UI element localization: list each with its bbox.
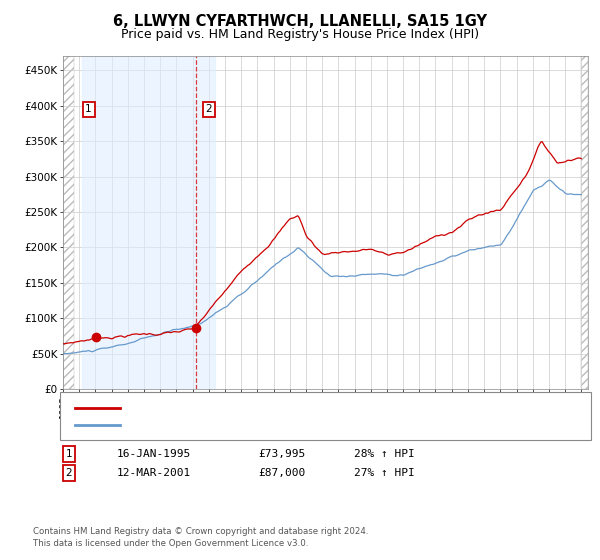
Text: 2: 2 xyxy=(205,104,212,114)
Text: 6, LLWYN CYFARTHWCH, LLANELLI, SA15 1GY: 6, LLWYN CYFARTHWCH, LLANELLI, SA15 1GY xyxy=(113,14,487,29)
Text: 1: 1 xyxy=(65,449,73,459)
Text: 6, LLWYN CYFARTHWCH, LLANELLI, SA15 1GY (detached house): 6, LLWYN CYFARTHWCH, LLANELLI, SA15 1GY … xyxy=(126,403,455,413)
Text: £73,995: £73,995 xyxy=(258,449,305,459)
Text: 27% ↑ HPI: 27% ↑ HPI xyxy=(354,468,415,478)
Bar xyxy=(63,56,74,389)
Bar xyxy=(581,56,588,389)
Text: Price paid vs. HM Land Registry's House Price Index (HPI): Price paid vs. HM Land Registry's House … xyxy=(121,28,479,41)
Text: 28% ↑ HPI: 28% ↑ HPI xyxy=(354,449,415,459)
Text: 2: 2 xyxy=(65,468,73,478)
Text: HPI: Average price, detached house, Carmarthenshire: HPI: Average price, detached house, Carm… xyxy=(126,420,407,430)
Text: £87,000: £87,000 xyxy=(258,468,305,478)
Text: 12-MAR-2001: 12-MAR-2001 xyxy=(117,468,191,478)
Bar xyxy=(82,56,215,389)
Text: 1: 1 xyxy=(85,104,92,114)
Text: This data is licensed under the Open Government Licence v3.0.: This data is licensed under the Open Gov… xyxy=(33,539,308,548)
Text: 16-JAN-1995: 16-JAN-1995 xyxy=(117,449,191,459)
Text: Contains HM Land Registry data © Crown copyright and database right 2024.: Contains HM Land Registry data © Crown c… xyxy=(33,528,368,536)
